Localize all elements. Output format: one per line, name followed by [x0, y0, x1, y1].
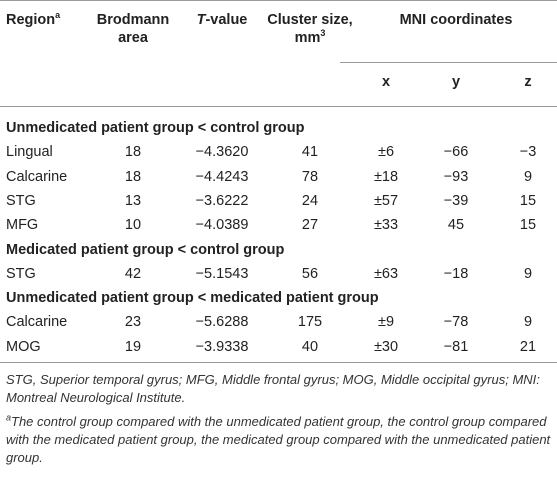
cell: 18 [124, 168, 142, 185]
cell: −39 [443, 192, 469, 209]
cell: 40 [301, 338, 319, 355]
cell: MFG [6, 217, 39, 234]
header-cell: MNI coordinates [399, 12, 513, 28]
cell: STG [6, 192, 36, 209]
cell: Calcarine [6, 314, 68, 331]
footnote: aThe control group compared with the unm… [6, 413, 554, 467]
header-sup: 3 [320, 28, 326, 39]
header-cell: x [381, 74, 391, 90]
header-italic: T [196, 12, 206, 28]
section-title: Unmedicated patient group < control grou… [6, 120, 305, 136]
cell: −3.6222 [195, 192, 249, 209]
cell: 9 [523, 168, 533, 185]
header-text: Cluster size, mm [267, 12, 353, 46]
cell: −78 [443, 314, 469, 331]
cell: MOG [6, 338, 41, 355]
cell: 10 [124, 217, 142, 234]
cell: −5.1543 [195, 265, 249, 282]
cell: STG [6, 265, 36, 282]
cell: ±30 [373, 338, 399, 355]
cell: 24 [301, 192, 319, 209]
cell: −4.3620 [195, 144, 249, 161]
cell: −4.0389 [195, 217, 249, 234]
cell: ±33 [373, 217, 399, 234]
footnote-mark: a [6, 412, 12, 423]
section-title: Medicated patient group < control group [6, 241, 285, 258]
cell: 41 [301, 144, 319, 161]
section-title: Unmedicated patient group < medicated pa… [6, 290, 379, 307]
header-text: -value [205, 12, 248, 28]
cell: 15 [519, 217, 537, 234]
cell: 56 [301, 265, 319, 282]
rule [0, 0, 557, 1]
cell: 175 [297, 314, 323, 331]
cell: −18 [443, 265, 469, 282]
cell: 9 [523, 265, 533, 282]
header-sup: a [55, 10, 61, 21]
cell: Lingual [6, 144, 53, 161]
cell: 45 [447, 217, 465, 234]
cell: −66 [443, 144, 469, 161]
header-cell: Regiona [6, 11, 60, 29]
cell: −4.4243 [195, 168, 249, 185]
header-text: Region [6, 12, 56, 28]
cell: 78 [301, 168, 319, 185]
rule [340, 62, 557, 63]
cell: 19 [124, 338, 142, 355]
cell: −3 [519, 144, 537, 161]
cell: ±57 [373, 192, 399, 209]
header-cell: y [451, 74, 461, 90]
cell: 9 [523, 314, 533, 331]
cell: ±18 [373, 168, 399, 185]
cell: ±63 [373, 265, 399, 282]
cell: −5.6288 [195, 314, 249, 331]
header-cell: T-value [197, 11, 248, 29]
header-cell: z [524, 74, 532, 90]
cell: Calcarine [6, 168, 68, 185]
cell: 21 [519, 338, 537, 355]
cell: 13 [124, 192, 142, 209]
cell: ±6 [377, 144, 395, 161]
cell: −93 [443, 168, 469, 185]
cell: 27 [301, 217, 319, 234]
rule [0, 362, 557, 363]
cell: 18 [124, 144, 142, 161]
cell: 42 [124, 265, 142, 282]
header-cell: Brodmann area [96, 12, 170, 46]
cell: −81 [443, 338, 469, 355]
footnote: STG, Superior temporal gyrus; MFG, Middl… [6, 372, 540, 405]
cell: ±9 [377, 314, 395, 331]
footnote-text: The control group compared with the unme… [6, 414, 551, 465]
cell: 15 [519, 192, 537, 209]
cell: 23 [124, 314, 142, 331]
rule [0, 106, 557, 107]
cell: −3.9338 [195, 338, 249, 355]
header-cell: Cluster size, mm3 [265, 11, 355, 47]
